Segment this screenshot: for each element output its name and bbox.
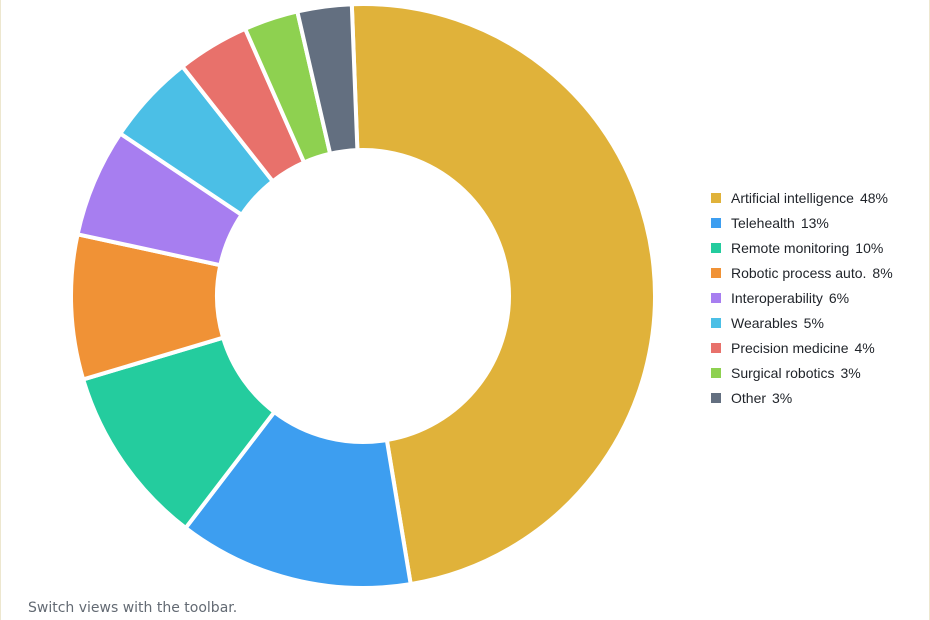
legend-value: 48% — [859, 189, 888, 206]
legend-value: 8% — [872, 264, 893, 281]
legend-swatch — [711, 318, 721, 329]
legend-label: Telehealth — [731, 214, 795, 231]
legend-label: Artificial intelligence — [731, 189, 854, 206]
legend-label: Precision medicine — [731, 340, 849, 357]
legend-item-artificial-intelligence[interactable]: Artificial intelligence 48% — [711, 185, 893, 210]
donut-slice-other[interactable] — [295, 2, 360, 156]
legend-item-interoperability[interactable]: Interoperability 6% — [711, 285, 893, 310]
legend-value: 6% — [828, 289, 850, 306]
legend-item-robotic-process-auto[interactable]: Robotic process auto. 8% — [711, 260, 893, 285]
legend-value: 13% — [800, 214, 829, 231]
legend-item-other[interactable]: Other 3% — [711, 386, 893, 411]
legend-value: 4% — [854, 340, 875, 357]
donut-slice-artificial-intelligence[interactable] — [349, 2, 657, 587]
legend-swatch — [711, 393, 721, 404]
legend-value: 3% — [840, 365, 861, 382]
legend-label: Other — [731, 390, 767, 407]
legend-label: Robotic process auto. — [731, 264, 867, 281]
legend-label: Surgical robotics — [731, 365, 835, 382]
legend-value: 10% — [855, 239, 884, 256]
legend-item-telehealth[interactable]: Telehealth 13% — [711, 210, 893, 235]
legend-swatch — [711, 292, 721, 303]
legend-item-wearables[interactable]: Wearables 5% — [711, 310, 893, 335]
legend-swatch — [711, 368, 721, 379]
legend-swatch — [711, 242, 721, 253]
legend-swatch — [711, 343, 721, 354]
legend-swatch — [711, 217, 721, 228]
legend-label: Interoperability — [731, 289, 823, 306]
legend-swatch — [711, 192, 721, 203]
legend-label: Remote monitoring — [731, 239, 850, 256]
chart-legend: Artificial intelligence 48% Telehealth 13% R… — [711, 185, 893, 411]
legend-item-remote-monitoring[interactable]: Remote monitoring 10% — [711, 235, 893, 260]
legend-item-precision-medicine[interactable]: Precision medicine 4% — [711, 336, 893, 361]
legend-swatch — [711, 267, 721, 278]
legend-value: 3% — [772, 390, 793, 407]
toolbar-hint: Switch views with the toolbar. — [28, 600, 238, 616]
donut-chart — [69, 2, 657, 590]
legend-label: Wearables — [731, 315, 798, 332]
legend-item-surgical-robotics[interactable]: Surgical robotics 3% — [711, 361, 893, 386]
legend-value: 5% — [803, 315, 824, 332]
